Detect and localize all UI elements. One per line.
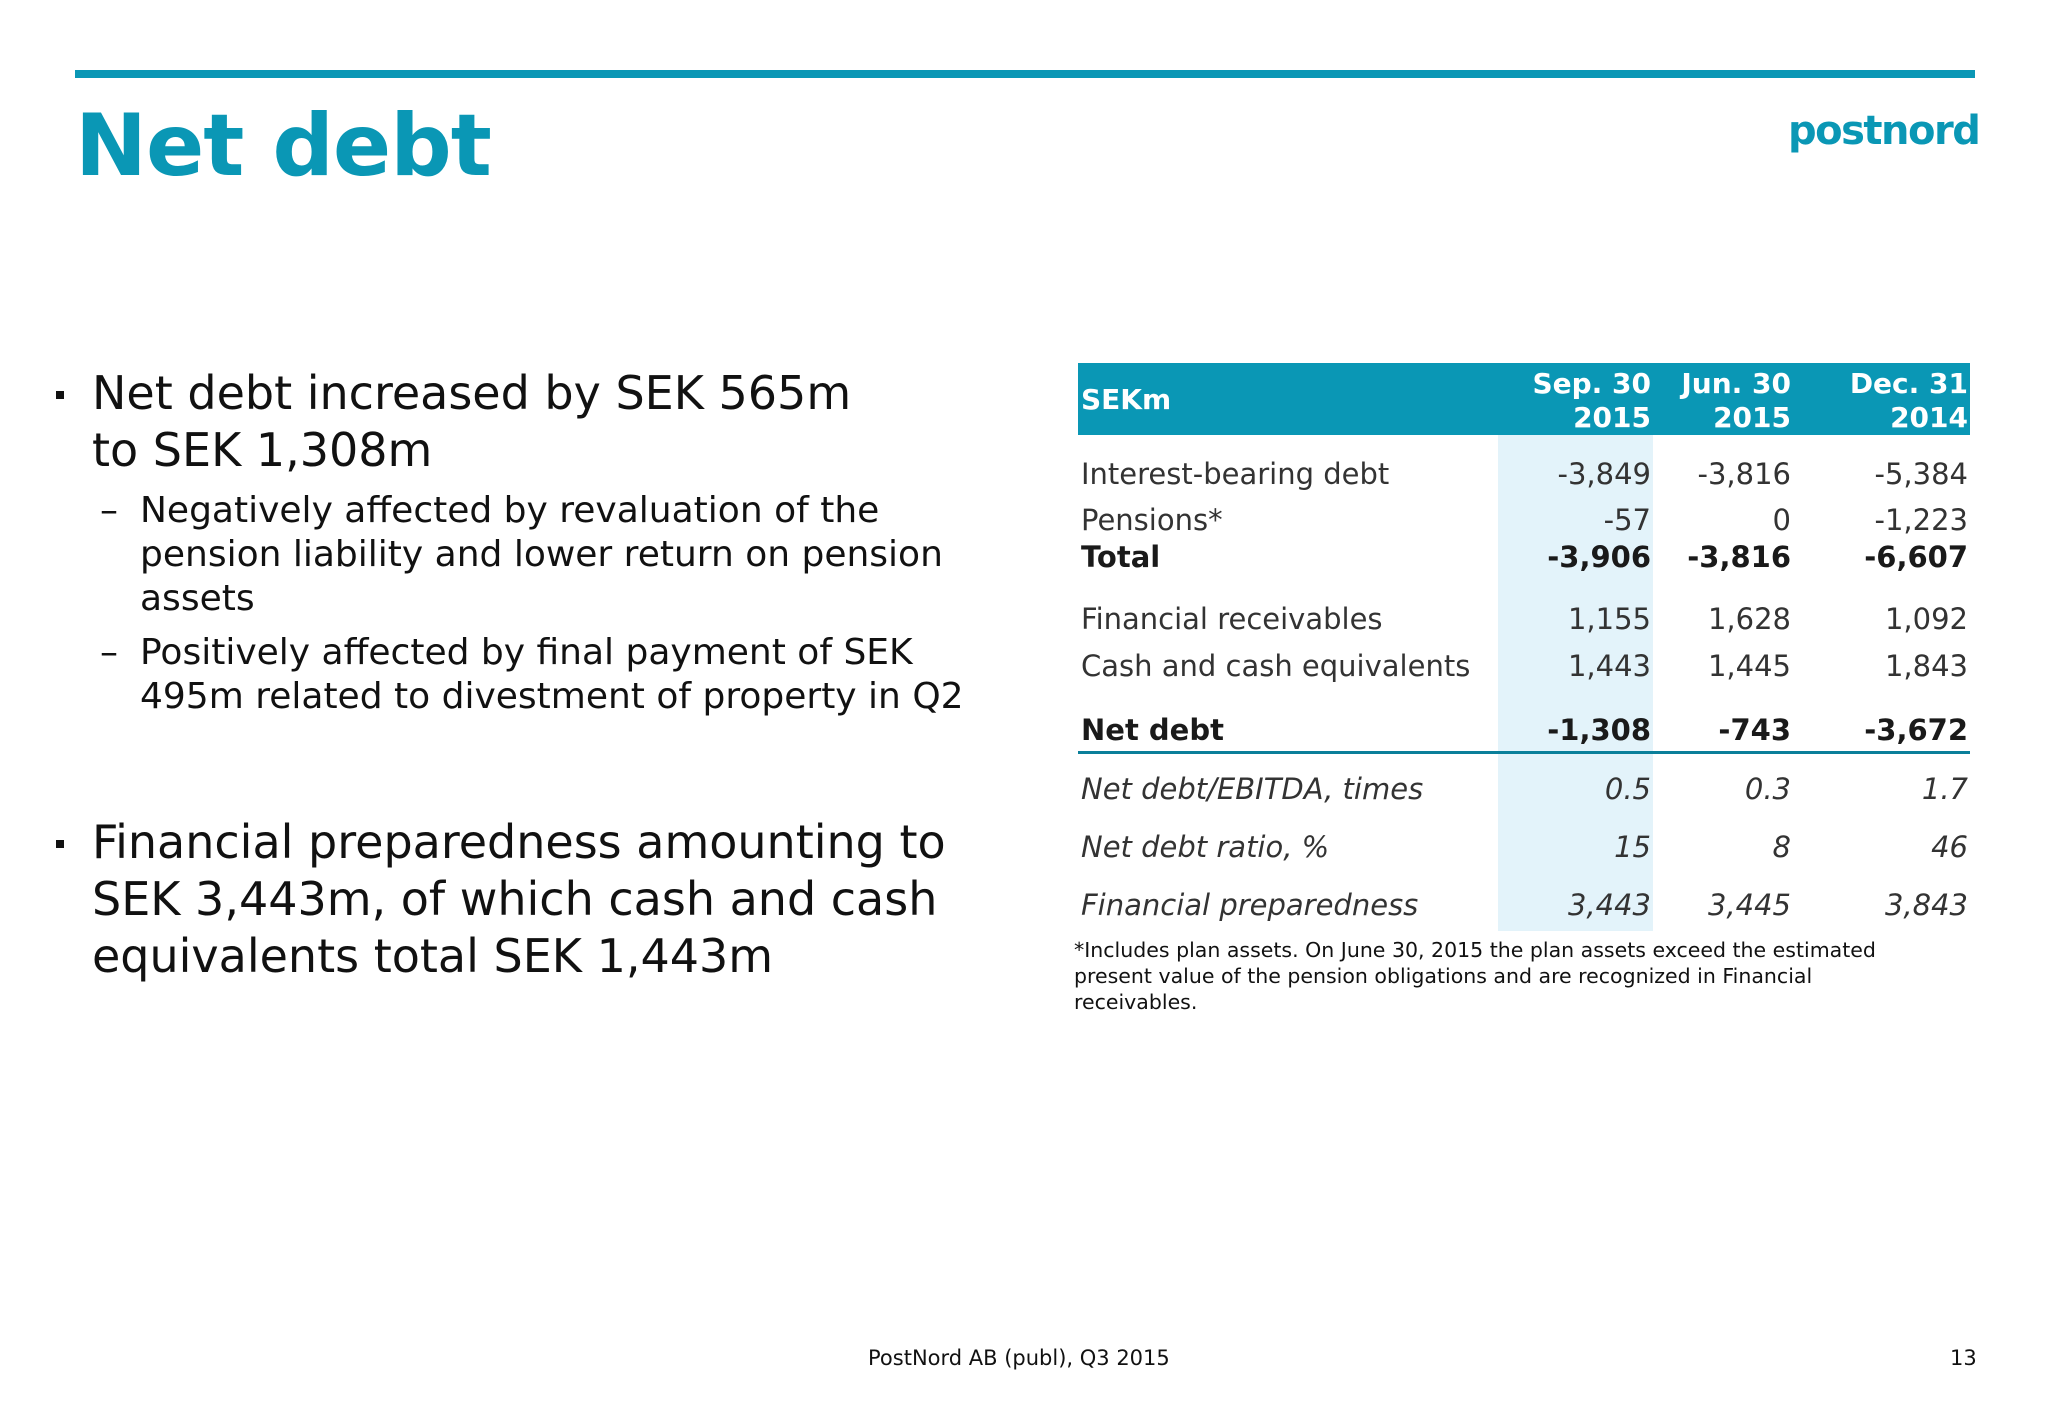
bullet-line: Financial preparedness amounting to	[92, 815, 946, 869]
column-header-line: 2015	[1573, 401, 1651, 434]
column-header-dec-2014: Dec. 31 2014	[1798, 367, 1968, 435]
dash-icon: –	[100, 490, 118, 531]
cell-value: -6,607	[1864, 540, 1968, 574]
cell-value: 1,445	[1707, 649, 1791, 683]
cell-value: -1,223	[1874, 503, 1969, 537]
bullet-list: Net debt increased by SEK 565m to SEK 1,…	[52, 365, 1012, 985]
cell-value: 0.3	[1744, 772, 1791, 806]
sub-bullet-line: assets	[140, 578, 255, 619]
highlighted-column	[1498, 433, 1653, 931]
column-header-jun-2015: Jun. 30 2015	[1658, 367, 1791, 435]
sub-bullet-line: Negatively affected by revaluation of th…	[140, 490, 880, 531]
cell-value: -57	[1603, 503, 1651, 537]
cell-value: 1,843	[1884, 649, 1968, 683]
cell-value: -3,816	[1697, 457, 1792, 491]
sub-bullet-negative: – Negatively affected by revaluation of …	[52, 489, 1012, 621]
row-label: Net debt/EBITDA, times	[1081, 772, 1424, 806]
top-accent-bar	[75, 70, 1975, 78]
cell-value: 15	[1614, 830, 1651, 864]
row-label: Interest-bearing debt	[1081, 457, 1390, 491]
cell-value: 1,443	[1567, 649, 1651, 683]
cell-value: 46	[1931, 830, 1968, 864]
footnote-line: *Includes plan assets. On June 30, 2015 …	[1074, 938, 1876, 962]
footnote-line: present value of the pension obligations…	[1074, 964, 1813, 988]
bullet-line: equivalents total SEK 1,443m	[92, 929, 774, 983]
row-label: Pensions*	[1081, 503, 1223, 537]
column-header-line: 2015	[1713, 401, 1791, 434]
row-label: Financial preparedness	[1081, 888, 1419, 922]
bullet-financial-preparedness: Financial preparedness amounting to SEK …	[52, 814, 1012, 985]
bullet-line: Net debt increased by SEK 565m	[92, 366, 852, 420]
column-header-line: Jun. 30	[1681, 367, 1791, 400]
cell-value: 0.5	[1604, 772, 1651, 806]
cell-value: 3,843	[1884, 888, 1968, 922]
page-title: Net debt	[75, 96, 492, 196]
bullet-line: to SEK 1,308m	[92, 423, 433, 477]
bullet-square-icon	[56, 391, 64, 399]
cell-value: 1.7	[1921, 772, 1968, 806]
cell-value: 8	[1772, 830, 1791, 864]
row-label: Cash and cash equivalents	[1081, 649, 1471, 683]
cell-value: -1,308	[1547, 713, 1651, 747]
net-debt-table: SEKm Sep. 30 2015 Jun. 30 2015 Dec. 31 2…	[1078, 363, 1970, 931]
row-label: Total	[1081, 540, 1161, 574]
cell-value: 3,443	[1567, 888, 1651, 922]
unit-label: SEKm	[1081, 383, 1172, 416]
table-header: SEKm Sep. 30 2015 Jun. 30 2015 Dec. 31 2…	[1078, 363, 1970, 435]
net-debt-underline	[1078, 751, 1970, 754]
cell-value: 0	[1772, 503, 1791, 537]
cell-value: -3,672	[1864, 713, 1968, 747]
cell-value: -3,816	[1687, 540, 1791, 574]
row-label: Net debt	[1081, 713, 1224, 747]
column-header-line: 2014	[1890, 401, 1968, 434]
cell-value: 1,155	[1567, 602, 1651, 636]
sub-bullet-positive: – Positively affected by final payment o…	[52, 631, 1012, 719]
postnord-logo: postnord	[1788, 108, 1981, 154]
sub-bullet-line: pension liability and lower return on pe…	[140, 534, 943, 575]
cell-value: 3,445	[1707, 888, 1791, 922]
cell-value: 1,628	[1707, 602, 1791, 636]
sub-bullet-line: 495m related to divestment of property i…	[140, 676, 964, 717]
column-header-line: Sep. 30	[1532, 367, 1651, 400]
bullet-net-debt: Net debt increased by SEK 565m to SEK 1,…	[52, 365, 1012, 479]
cell-value: -3,906	[1547, 540, 1651, 574]
footer-text: PostNord AB (publ), Q3 2015	[868, 1346, 1170, 1370]
cell-value: 1,092	[1884, 602, 1968, 636]
page-number: 13	[1950, 1346, 1977, 1370]
cell-value: -3,849	[1557, 457, 1652, 491]
sub-bullet-line: Positively affected by final payment of …	[140, 632, 913, 673]
cell-value: -5,384	[1874, 457, 1969, 491]
row-label: Net debt ratio, %	[1081, 830, 1330, 864]
bullet-line: SEK 3,443m, of which cash and cash	[92, 872, 938, 926]
table-footnote: *Includes plan assets. On June 30, 2015 …	[1074, 937, 1954, 1015]
cell-value: -743	[1718, 713, 1791, 747]
dash-icon: –	[100, 632, 118, 673]
footnote-line: receivables.	[1074, 990, 1198, 1014]
column-header-sep-2015: Sep. 30 2015	[1498, 367, 1651, 435]
column-header-line: Dec. 31	[1849, 367, 1968, 400]
bullet-square-icon	[56, 840, 64, 848]
row-label: Financial receivables	[1081, 602, 1383, 636]
